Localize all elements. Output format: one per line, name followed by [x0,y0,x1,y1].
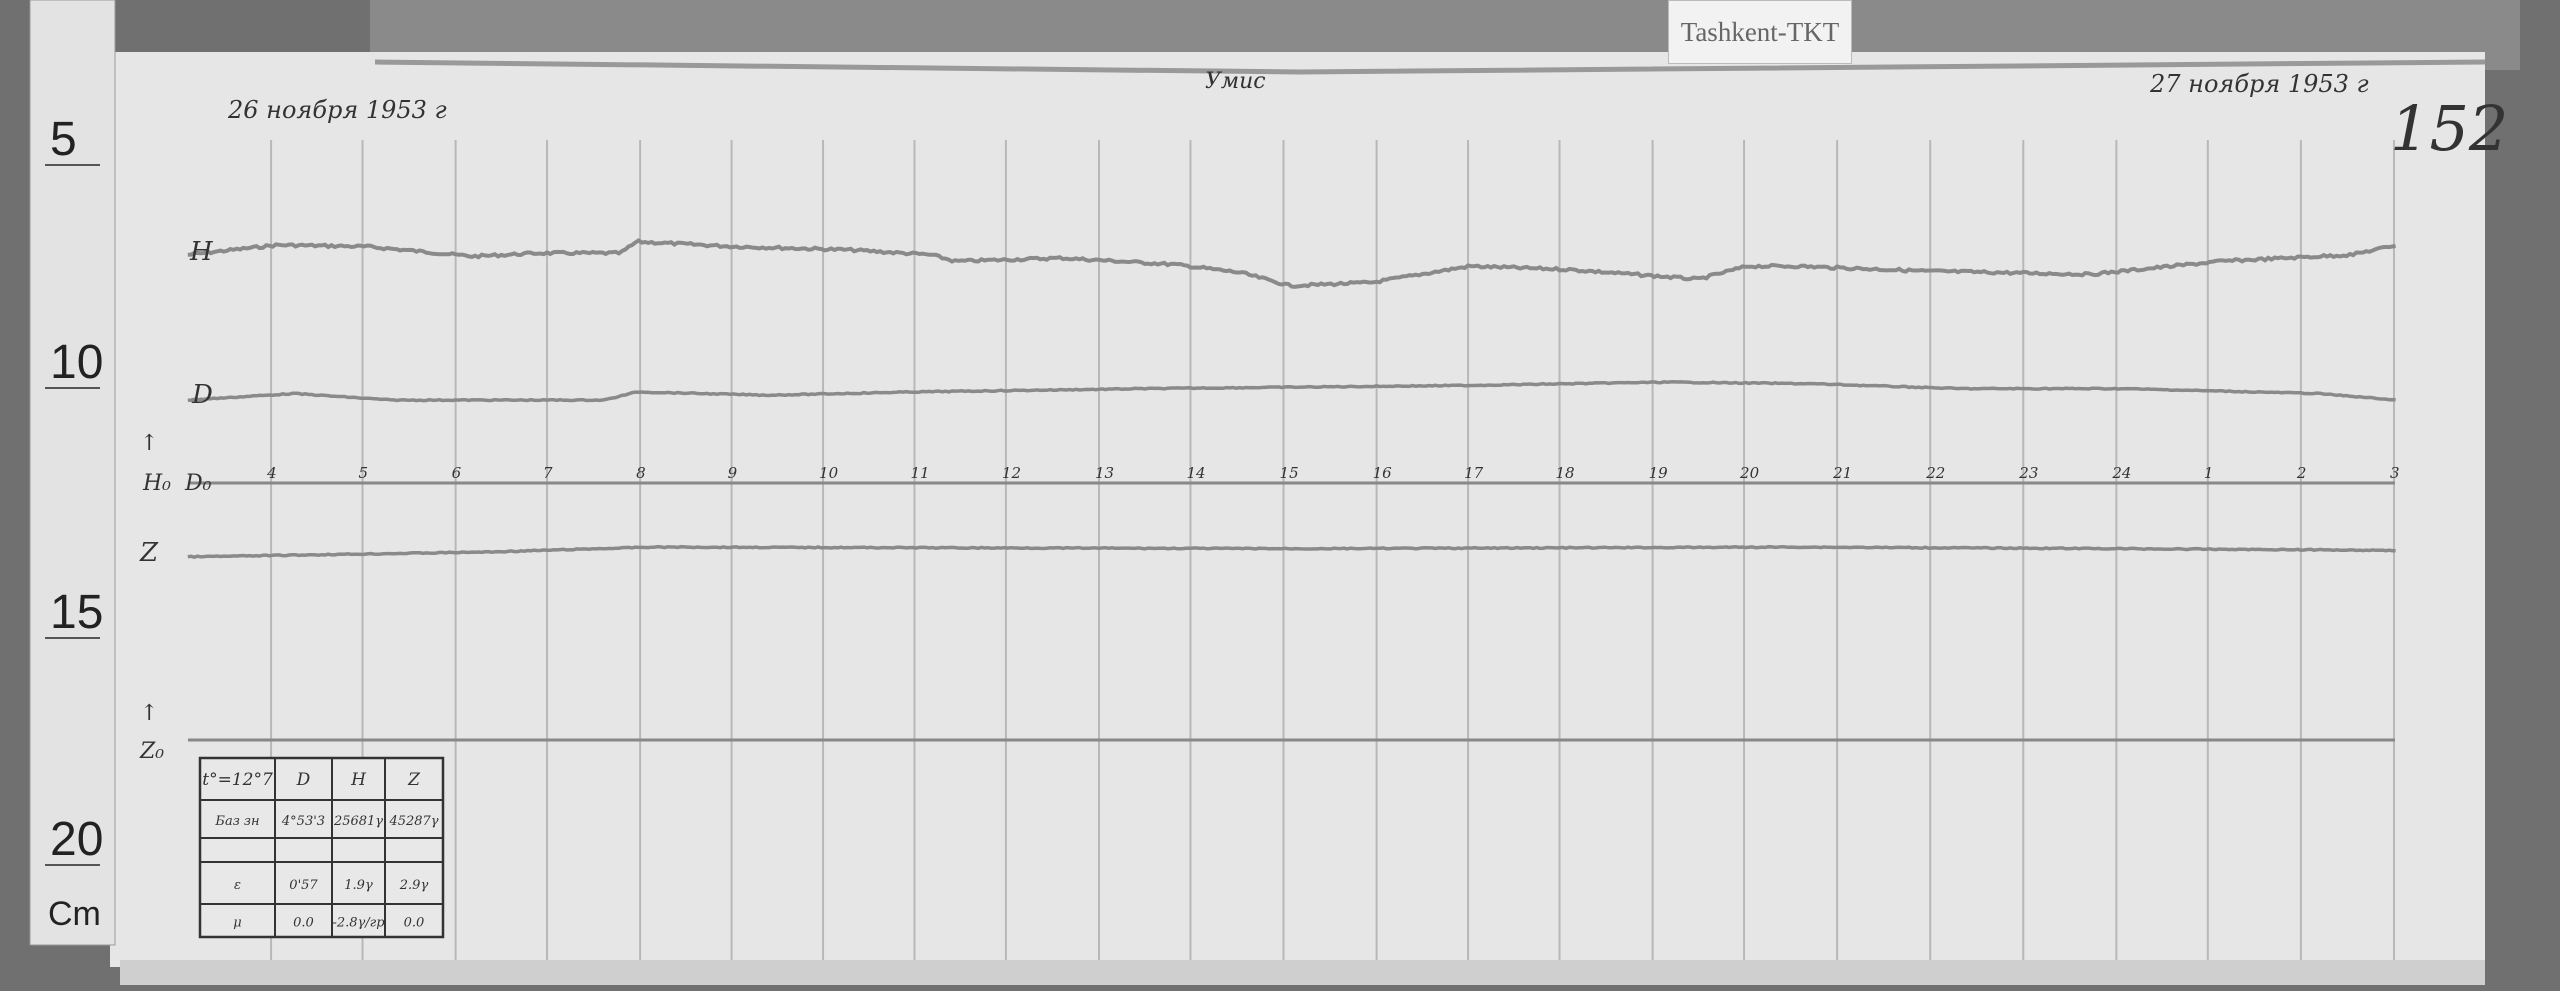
hour-tick-label: 13 [1095,464,1114,482]
hour-tick-label: 14 [1186,464,1205,482]
paper-bottom-edge [120,960,2485,985]
label-h: H [189,237,214,267]
hour-tick-label: 4 [266,464,277,482]
hour-tick-label: 7 [543,464,553,482]
hour-tick-label: 23 [2018,464,2038,482]
sheet-number: 152 [2390,92,2508,165]
trace-h [187,238,2396,289]
hour-tick-label: 6 [452,464,462,482]
hour-tick-label: 16 [1373,464,1393,482]
hour-tick-label: 12 [1002,464,1021,482]
hour-tick-label: 20 [1739,464,1760,482]
hour-tick-label: 5 [359,464,369,482]
arrow-z-icon: ↑ [140,701,158,726]
station-label: Tashkent-TKT [1668,0,1852,64]
table-cell: 0.0 [293,916,314,931]
hour-tick-label: 19 [1649,464,1669,482]
trace-z [187,544,2396,560]
hour-tick-label: 3 [2390,464,2400,482]
label-z: Z [139,538,159,568]
hour-tick-label: 11 [910,464,929,482]
table-cell: t°=12°7 [202,770,273,790]
table-cell: 2.9γ [399,878,429,893]
table-cell: 4°53'3 [281,814,325,829]
baseline-table: t°=12°7 D H Z Баз зн 4°53'3 25681γ 45287γ ε 0'57 1… [198,756,445,939]
paper-fold [374,59,2486,75]
header-note: Умис [1205,69,1266,94]
hour-tick-label: 2 [2296,464,2307,482]
trace-d [187,380,2396,403]
table-cell: ε [234,878,241,893]
ruler-unit: Cm [48,895,101,933]
label-d0: D₀ [184,471,212,496]
date-end: 27 ноября 1953 г [2149,70,2369,98]
table-cell: D [296,770,311,790]
table-cell: -2.8γ/гр [332,916,385,931]
hour-tick-label: 17 [1464,464,1484,482]
hour-tick-label: 21 [1832,464,1852,482]
ruler-mark: 5 [50,113,77,166]
label-d: D [191,380,213,410]
hour-tick-label: 1 [2204,464,2214,482]
ruler-mark: 20 [50,813,103,866]
table-cell: H [350,770,367,790]
arrow-h-icon: ↑ [140,431,158,456]
date-start: 26 ноября 1953 г [227,96,447,124]
label-z0: Z₀ [139,739,164,764]
table-cell: μ [233,916,241,931]
table-cell: 45287γ [388,814,438,829]
paper-sheet [110,52,2485,967]
hour-tick-label: 15 [1280,464,1299,482]
label-h0: H₀ [142,471,171,496]
table-cell: 0'57 [289,878,318,893]
ruler-mark: 10 [50,336,103,389]
table-cell: 25681γ [333,814,383,829]
table-cell: Z [407,770,421,790]
table-cell: 0.0 [404,916,425,931]
hour-tick-label: 9 [728,464,738,482]
hour-tick-label: 10 [819,464,839,482]
table-cell: 1.9γ [344,878,373,893]
hour-tick-label: 24 [2111,464,2131,482]
ruler-mark: 15 [50,586,103,639]
ruler [29,0,116,946]
hour-tick-label: 8 [636,464,646,482]
table-cell: Баз зн [214,814,259,829]
hour-tick-label: 18 [1556,464,1575,482]
table-border [198,756,445,939]
hour-tick-label: 22 [1925,464,1945,482]
